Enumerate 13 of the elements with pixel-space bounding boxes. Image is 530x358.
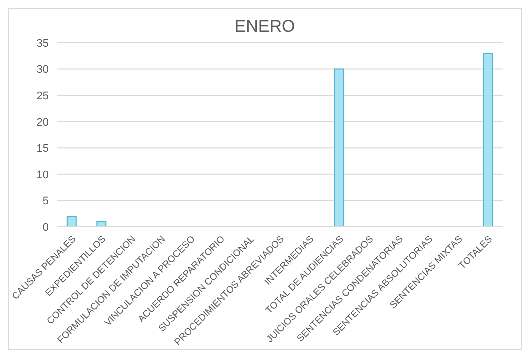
y-tick-label: 5 [42,196,49,208]
y-tick-label: 15 [36,143,49,156]
y-tick-label: 25 [36,90,49,102]
y-tick-label: 20 [36,116,49,129]
y-tick-label: 10 [36,169,49,182]
y-tick-label: 35 [36,38,49,50]
bar [96,221,107,227]
bar [483,53,494,227]
y-tick-label: 0 [42,222,49,234]
chart-title: ENERO [234,17,296,38]
y-tick-label: 30 [36,64,49,76]
bar [334,68,345,227]
bar [66,216,77,227]
